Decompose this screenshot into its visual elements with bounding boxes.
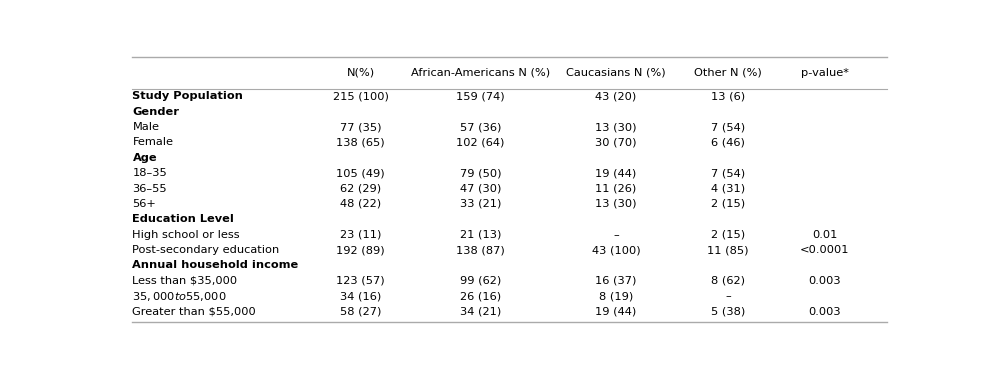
Text: 0.003: 0.003 <box>808 276 841 286</box>
Text: 7 (54): 7 (54) <box>711 168 746 178</box>
Text: 77 (35): 77 (35) <box>340 122 381 132</box>
Text: 43 (20): 43 (20) <box>595 91 637 101</box>
Text: 62 (29): 62 (29) <box>340 184 381 194</box>
Text: 30 (70): 30 (70) <box>595 137 637 147</box>
Text: 33 (21): 33 (21) <box>460 199 501 209</box>
Text: Caucasians N (%): Caucasians N (%) <box>566 68 666 78</box>
Text: 6 (46): 6 (46) <box>712 137 745 147</box>
Text: 0.01: 0.01 <box>812 230 837 240</box>
Text: 105 (49): 105 (49) <box>336 168 385 178</box>
Text: 138 (87): 138 (87) <box>456 245 505 255</box>
Text: 215 (100): 215 (100) <box>332 91 388 101</box>
Text: 99 (62): 99 (62) <box>460 276 501 286</box>
Text: 34 (21): 34 (21) <box>460 307 501 317</box>
Text: 8 (62): 8 (62) <box>711 276 746 286</box>
Text: 34 (16): 34 (16) <box>340 291 381 301</box>
Text: Annual household income: Annual household income <box>133 260 298 270</box>
Text: 48 (22): 48 (22) <box>340 199 381 209</box>
Text: High school or less: High school or less <box>133 230 241 240</box>
Text: 2 (15): 2 (15) <box>711 230 746 240</box>
Text: 13 (30): 13 (30) <box>595 122 637 132</box>
Text: 13 (30): 13 (30) <box>595 199 637 209</box>
Text: 16 (37): 16 (37) <box>595 276 637 286</box>
Text: 13 (6): 13 (6) <box>711 91 746 101</box>
Text: 123 (57): 123 (57) <box>336 276 385 286</box>
Text: 58 (27): 58 (27) <box>340 307 381 317</box>
Text: 102 (64): 102 (64) <box>456 137 505 147</box>
Text: 0.003: 0.003 <box>808 307 841 317</box>
Text: 18–35: 18–35 <box>133 168 168 178</box>
Text: 21 (13): 21 (13) <box>460 230 501 240</box>
Text: 5 (38): 5 (38) <box>711 307 746 317</box>
Text: Greater than $55,000: Greater than $55,000 <box>133 307 256 317</box>
Text: 47 (30): 47 (30) <box>460 184 501 194</box>
Text: 192 (89): 192 (89) <box>336 245 385 255</box>
Text: 8 (19): 8 (19) <box>599 291 633 301</box>
Text: Gender: Gender <box>133 107 180 117</box>
Text: 56+: 56+ <box>133 199 157 209</box>
Text: 23 (11): 23 (11) <box>340 230 381 240</box>
Text: 159 (74): 159 (74) <box>456 91 505 101</box>
Text: 4 (31): 4 (31) <box>711 184 746 194</box>
Text: –: – <box>613 230 619 240</box>
Text: 36–55: 36–55 <box>133 184 167 194</box>
Text: 57 (36): 57 (36) <box>460 122 501 132</box>
Text: –: – <box>726 291 731 301</box>
Text: <0.0001: <0.0001 <box>800 245 849 255</box>
Text: 79 (50): 79 (50) <box>460 168 501 178</box>
Text: Less than $35,000: Less than $35,000 <box>133 276 238 286</box>
Text: 138 (65): 138 (65) <box>336 137 385 147</box>
Text: 26 (16): 26 (16) <box>460 291 501 301</box>
Text: Study Population: Study Population <box>133 91 244 101</box>
Text: Other N (%): Other N (%) <box>695 68 761 78</box>
Text: 19 (44): 19 (44) <box>595 307 637 317</box>
Text: $35,000 to $55,000: $35,000 to $55,000 <box>133 290 227 303</box>
Text: African-Americans N (%): African-Americans N (%) <box>411 68 550 78</box>
Text: Male: Male <box>133 122 160 132</box>
Text: 11 (26): 11 (26) <box>595 184 637 194</box>
Text: N(%): N(%) <box>346 68 374 78</box>
Text: 19 (44): 19 (44) <box>595 168 637 178</box>
Text: 7 (54): 7 (54) <box>711 122 746 132</box>
Text: 2 (15): 2 (15) <box>711 199 746 209</box>
Text: Post-secondary education: Post-secondary education <box>133 245 279 255</box>
Text: 43 (100): 43 (100) <box>592 245 640 255</box>
Text: Education Level: Education Level <box>133 214 235 224</box>
Text: p-value*: p-value* <box>800 68 848 78</box>
Text: Female: Female <box>133 137 174 147</box>
Text: 11 (85): 11 (85) <box>708 245 748 255</box>
Text: Age: Age <box>133 153 157 163</box>
